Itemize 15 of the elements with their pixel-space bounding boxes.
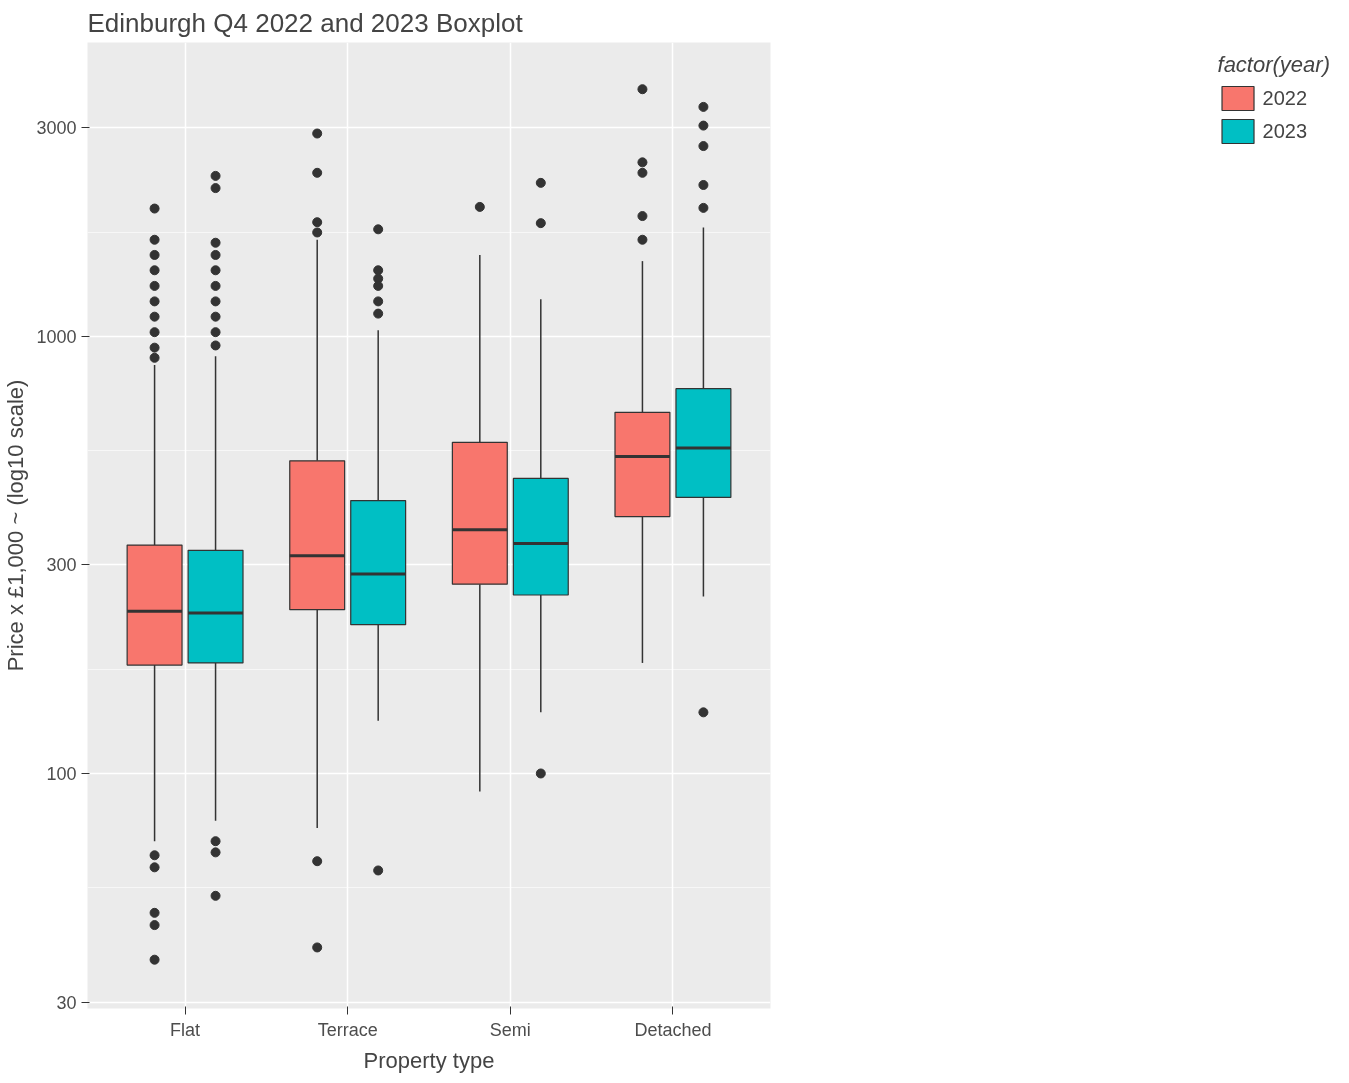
- legend-label: 2023: [1262, 119, 1308, 143]
- y-tick-label: 3000: [36, 118, 77, 139]
- y-axis-title: Price x £1,000 ~ (log10 scale): [3, 379, 29, 672]
- y-tick-label: 30: [56, 992, 77, 1013]
- legend-title: factor(year): [1217, 52, 1330, 78]
- x-axis-title: Property type: [363, 1047, 495, 1073]
- legend-label: 2022: [1262, 86, 1308, 110]
- y-tick-label: 1000: [36, 326, 77, 347]
- x-tick-label: Detached: [634, 1019, 712, 1040]
- x-tick-label: Semi: [489, 1019, 531, 1040]
- x-tick-label: Flat: [170, 1019, 201, 1040]
- y-tick-label: 300: [46, 555, 77, 576]
- y-tick-label: 100: [46, 763, 77, 784]
- chart-title: Edinburgh Q4 2022 and 2023 Boxplot: [87, 7, 524, 38]
- x-tick-label: Terrace: [317, 1019, 378, 1040]
